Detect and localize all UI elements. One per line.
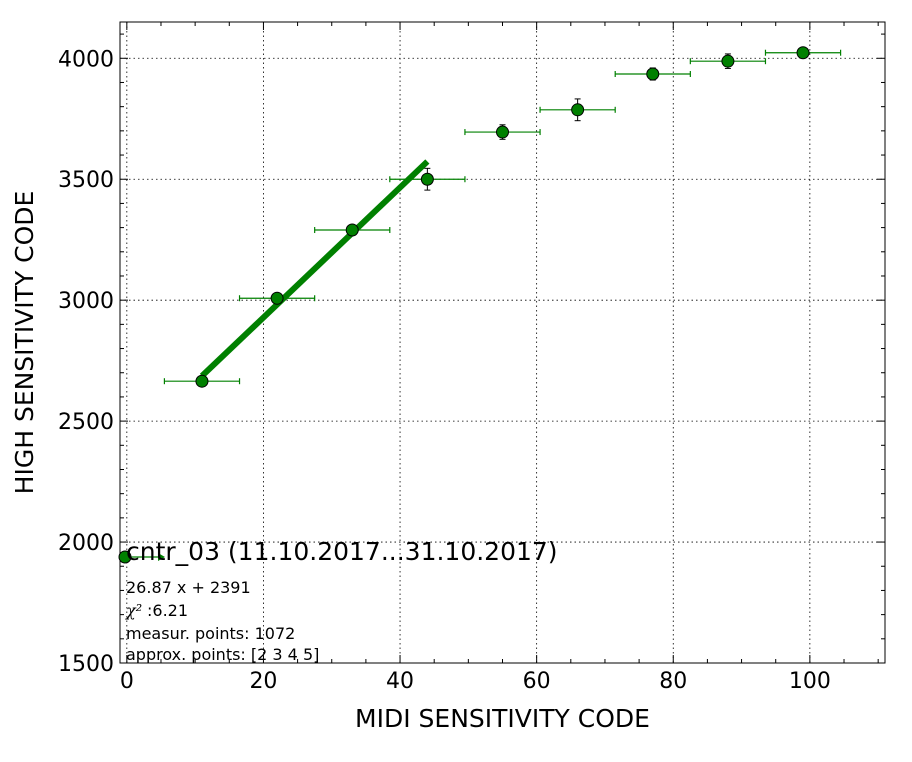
y-tick-label: 2000 [58, 531, 114, 556]
error-bars [163, 48, 842, 385]
legend-chi-symbol: χ² [125, 601, 142, 620]
legend-approx-points: approx. points: [2 3 4 5] [126, 645, 319, 664]
data-point [646, 67, 660, 81]
y-tick-label: 2500 [58, 410, 114, 435]
legend-arrow-icon [158, 553, 165, 561]
x-tick-label: 60 [523, 669, 551, 694]
data-point [270, 291, 284, 305]
y-tick-label: 3000 [58, 289, 114, 314]
x-axis-title: MIDI SENSITIVITY CODE [355, 704, 650, 733]
data-point [345, 223, 359, 237]
legend-marker [118, 550, 132, 564]
tick-labels: 0 20 40 60 80 100 1500 2000 2500 3000 3500 4000 [58, 47, 831, 694]
data-point [420, 172, 434, 186]
y-tick-label: 3500 [58, 168, 114, 193]
fit-line [199, 159, 430, 379]
legend-chi-value: :6.21 [147, 601, 188, 620]
x-tick-label: 40 [386, 669, 414, 694]
x-tick-label: 100 [789, 669, 831, 694]
data-markers [195, 46, 810, 388]
y-tick-label: 4000 [58, 47, 114, 72]
legend-fit-equation: 26.87 x + 2391 [126, 578, 251, 597]
axis-ticks [120, 22, 885, 664]
data-point [796, 46, 810, 60]
x-tick-label: 20 [249, 669, 277, 694]
y-tick-label: 1500 [58, 652, 114, 677]
legend-measured-points: measur. points: 1072 [126, 624, 295, 643]
data-point [721, 54, 735, 68]
x-tick-label: 0 [120, 669, 134, 694]
data-point [496, 125, 509, 139]
data-point [195, 374, 209, 388]
legend-title: cntr_03 (11.10.2017...31.10.2017) [126, 537, 558, 566]
x-tick-label: 80 [659, 669, 687, 694]
data-point [571, 103, 585, 117]
legend: cntr_03 (11.10.2017...31.10.2017) 26.87 … [118, 537, 558, 664]
fit-line-layer [199, 159, 430, 379]
grid-lines [120, 22, 885, 663]
y-axis-title: HIGH SENSITIVITY CODE [10, 191, 39, 495]
